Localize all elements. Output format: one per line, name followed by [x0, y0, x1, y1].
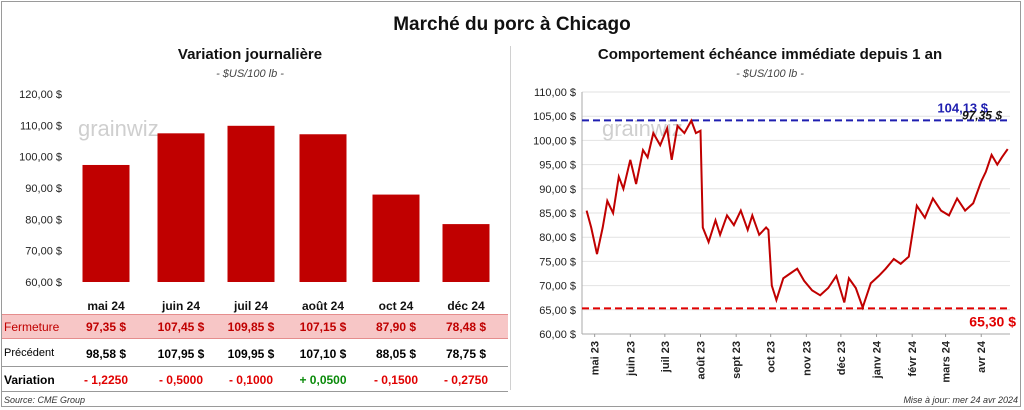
y-tick-label: 100,00 $: [19, 152, 62, 164]
previous-value: 107,10 $: [299, 347, 347, 361]
close-row: Fermeture 97,35 $ 107,45 $ 109,85 $ 107,…: [2, 314, 508, 339]
x-tick-label: févr 24: [907, 340, 919, 376]
x-tick-label: janv 24: [872, 340, 884, 379]
close-value: 107,15 $: [299, 320, 347, 334]
x-tick-label: sept 23: [731, 341, 743, 379]
price-series-line: [585, 118, 1009, 311]
y-tick-label: 80,00 $: [539, 232, 576, 244]
previous-value: 107,95 $: [157, 347, 205, 361]
bar: [299, 134, 347, 282]
x-tick-label: juin 23: [625, 341, 637, 377]
close-value: 109,85 $: [227, 320, 275, 334]
bar: [82, 164, 130, 282]
y-tick-label: 120,00 $: [19, 89, 62, 101]
variation-value: - 0,2750: [443, 373, 489, 387]
y-tick-label: 105,00 $: [533, 111, 576, 123]
y-tick-label: 90,00 $: [539, 184, 576, 196]
right-line-chart: 60,00 $ 65,00 $ 70,00 $ 75,00 $ 80,00 $ 85,00…: [533, 87, 1016, 383]
x-tick-label: août 23: [696, 341, 708, 380]
y-tick-label: 60,00 $: [539, 329, 576, 341]
bar: [157, 133, 205, 282]
right-chart-title: Comportement échéance immédiate depuis 1…: [597, 46, 943, 63]
high-value-label: 104,13 $: [937, 100, 988, 115]
month-label: oct 24: [378, 299, 414, 313]
y-tick-label: 80,00 $: [25, 214, 62, 226]
variation-value: - 0,1500: [373, 373, 419, 387]
left-chart-unit: - $US/100 lb -: [216, 68, 284, 80]
month-label: août 24: [301, 299, 344, 313]
close-value: 78,48 $: [445, 320, 487, 334]
table-bottom-line: [2, 391, 508, 392]
y-tick-label: 70,00 $: [25, 246, 62, 258]
variation-row: Variation - 1,2250 - 0,5000 - 0,1000 + 0…: [2, 368, 508, 391]
month-label: déc 24: [447, 299, 485, 313]
variation-row-label: Variation: [4, 373, 55, 387]
y-tick-label: 100,00 $: [533, 135, 576, 147]
bar: [372, 194, 420, 282]
variation-value: - 0,1000: [228, 373, 274, 387]
main-title: Marché du porc à Chicago: [393, 14, 631, 35]
close-value: 97,35 $: [85, 320, 127, 334]
close-value: 87,90 $: [375, 320, 417, 334]
left-bar-chart: 60,00 $ 70,00 $ 80,00 $ 90,00 $ 100,00 $ 110,…: [19, 89, 490, 289]
y-tick-label: 75,00 $: [539, 256, 576, 268]
low-value-label: 65,30 $: [969, 313, 1016, 329]
source-note: Source: CME Group: [4, 395, 86, 405]
variation-value: + 0,0500: [299, 373, 347, 387]
previous-row: Précédent 98,58 $ 107,95 $ 109,95 $ 107,…: [2, 342, 508, 365]
panel-divider: [510, 46, 511, 390]
month-label: juil 24: [233, 299, 268, 313]
x-tick-label: oct 23: [766, 341, 778, 373]
x-tick-label: avr 24: [976, 340, 988, 373]
last-value-label: 97,35 $: [962, 108, 1002, 122]
x-tick-label: nov 23: [801, 341, 813, 376]
close-row-label: Fermeture: [4, 320, 60, 334]
table-divider: [2, 366, 508, 367]
x-tick-label: mai 23: [590, 341, 602, 375]
y-tick-label: 65,00 $: [539, 305, 576, 317]
close-value: 107,45 $: [157, 320, 205, 334]
month-label: mai 24: [87, 299, 125, 313]
right-chart-unit: - $US/100 lb -: [736, 68, 804, 80]
previous-value: 88,05 $: [375, 347, 417, 361]
x-tick-label: mars 24: [941, 340, 953, 382]
previous-value: 78,75 $: [445, 347, 487, 361]
update-note: Mise à jour: mer 24 avr 2024: [903, 395, 1018, 405]
y-tick-label: 110,00 $: [20, 120, 62, 132]
variation-value: - 0,5000: [158, 373, 204, 387]
previous-value: 98,58 $: [85, 347, 127, 361]
month-label: juin 24: [161, 299, 200, 313]
y-tick-label: 110,00 $: [534, 87, 576, 99]
bar: [227, 125, 275, 282]
y-tick-label: 90,00 $: [25, 183, 62, 195]
left-chart-title: Variation journalière: [177, 46, 323, 63]
y-tick-label: 60,00 $: [25, 277, 62, 289]
previous-value: 109,95 $: [227, 347, 275, 361]
variation-value: - 1,2250: [83, 373, 129, 387]
y-tick-label: 95,00 $: [539, 160, 576, 172]
x-tick-label: déc 23: [836, 341, 848, 375]
y-tick-label: 85,00 $: [539, 208, 576, 220]
x-tick-label: juil 23: [660, 341, 672, 373]
bar: [442, 224, 490, 282]
previous-row-label: Précédent: [4, 347, 55, 359]
y-tick-label: 70,00 $: [539, 281, 576, 293]
watermark-logo: grainwiz: [78, 116, 159, 141]
